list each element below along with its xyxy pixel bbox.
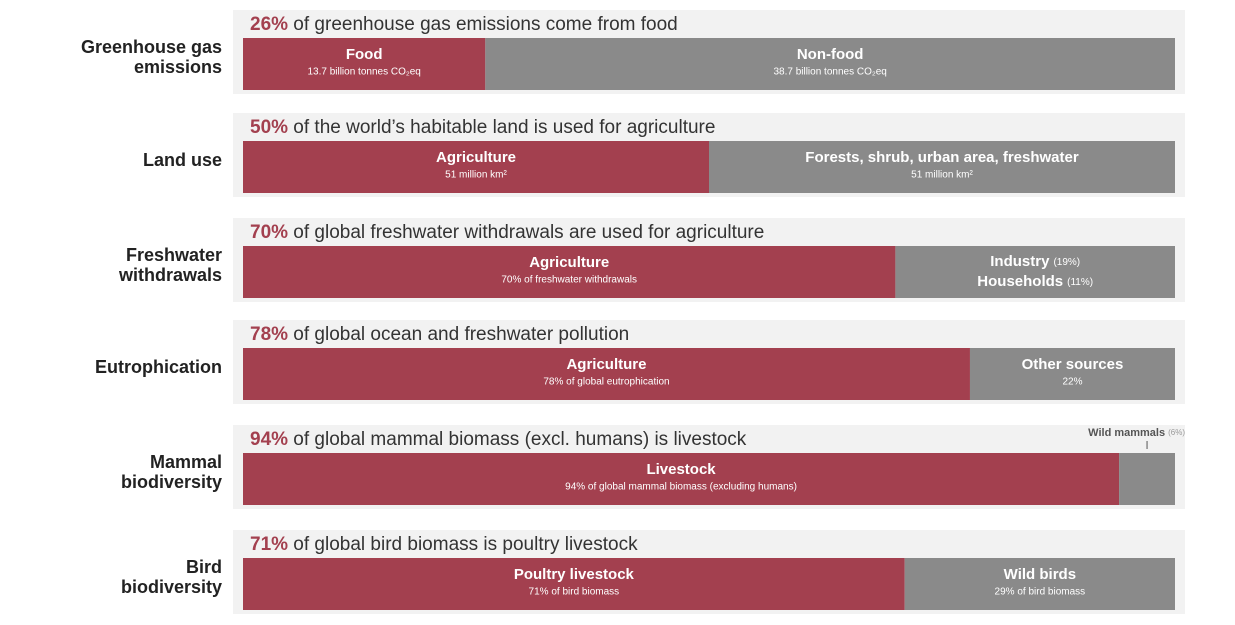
- row-label: Greenhouse gas: [81, 37, 222, 57]
- row-label: biodiversity: [121, 472, 222, 492]
- segment-name: Agriculture: [566, 356, 646, 373]
- segment-name: Forests, shrub, urban area, freshwater: [805, 149, 1079, 166]
- bar-segment: [243, 38, 486, 90]
- bar-segment: [895, 246, 1175, 298]
- segment-name: Livestock: [646, 461, 716, 478]
- segment-name: Households: [977, 273, 1063, 290]
- row-title: 94% of global mammal biomass (excl. huma…: [250, 429, 747, 450]
- row-label: Mammal: [150, 452, 222, 472]
- row-label: Freshwater: [126, 245, 222, 265]
- title-highlight: 71%: [250, 534, 288, 555]
- title-text: of global freshwater withdrawals are use…: [288, 222, 764, 243]
- segment-name: Other sources: [1022, 356, 1124, 373]
- segment-name: Wild birds: [1004, 566, 1076, 583]
- row-title: 70% of global freshwater withdrawals are…: [250, 222, 764, 243]
- bar-segment: [243, 141, 709, 193]
- segment-note: 51 million km²: [911, 170, 973, 181]
- segment-note: 29% of bird biomass: [995, 587, 1086, 598]
- title-text: of the world’s habitable land is used fo…: [288, 117, 715, 138]
- row-label: Bird: [186, 557, 222, 577]
- segment-note: 22%: [1062, 377, 1082, 388]
- title-highlight: 78%: [250, 324, 288, 345]
- segment-name: Agriculture: [529, 254, 609, 271]
- segment-label: Industry (19%): [990, 253, 1080, 270]
- row-label: emissions: [134, 57, 222, 77]
- segment-note: 71% of bird biomass: [529, 587, 620, 598]
- row-title: 71% of global bird biomass is poultry li…: [250, 534, 638, 555]
- bar-segment: [243, 246, 896, 298]
- segment-name: Food: [346, 46, 383, 63]
- row-label: biodiversity: [121, 577, 222, 597]
- bar-segment: [485, 38, 1175, 90]
- row-label: withdrawals: [118, 265, 222, 285]
- row-title: 26% of greenhouse gas emissions come fro…: [250, 14, 678, 35]
- bar-segment: [1119, 453, 1175, 505]
- bar-segment: [243, 348, 970, 400]
- segment-note: (11%): [1067, 277, 1093, 288]
- bar-segment: [904, 558, 1175, 610]
- title-highlight: 94%: [250, 429, 288, 450]
- title-highlight: 26%: [250, 14, 288, 35]
- row-label: Land use: [143, 150, 222, 170]
- row-title: 50% of the world’s habitable land is use…: [250, 117, 715, 138]
- segment-note: 94% of global mammal biomass (excluding …: [565, 482, 797, 493]
- title-text: of greenhouse gas emissions come from fo…: [288, 14, 678, 35]
- bar-segment: [243, 453, 1120, 505]
- segment-note: (19%): [1053, 257, 1080, 268]
- segment-note: 78% of global eutrophication: [543, 377, 669, 388]
- segment-note: 51 million km²: [445, 170, 507, 181]
- title-text: of global bird biomass is poultry livest…: [288, 534, 638, 555]
- bar-segment: [969, 348, 1175, 400]
- title-text: of global mammal biomass (excl. humans) …: [288, 429, 747, 450]
- segment-label: Wild mammals (6%): [1088, 427, 1185, 439]
- segment-note: 70% of freshwater withdrawals: [501, 275, 637, 286]
- segment-note: (6%): [1168, 428, 1185, 437]
- segment-name: Agriculture: [436, 149, 516, 166]
- segment-name: Wild mammals: [1088, 427, 1165, 439]
- segment-note: 38.7 billion tonnes CO₂eq: [773, 67, 886, 78]
- segment-name: Non-food: [797, 46, 864, 63]
- bar-segment: [709, 141, 1175, 193]
- segment-label: Households (11%): [977, 273, 1093, 290]
- title-highlight: 50%: [250, 117, 288, 138]
- title-highlight: 70%: [250, 222, 288, 243]
- row-title: 78% of global ocean and freshwater pollu…: [250, 324, 629, 345]
- segment-name: Poultry livestock: [514, 566, 635, 583]
- bar-segment: [243, 558, 905, 610]
- segment-name: Industry: [990, 253, 1050, 270]
- title-text: of global ocean and freshwater pollution: [288, 324, 629, 345]
- segment-note: 13.7 billion tonnes CO₂eq: [307, 67, 420, 78]
- row-label: Eutrophication: [95, 357, 222, 377]
